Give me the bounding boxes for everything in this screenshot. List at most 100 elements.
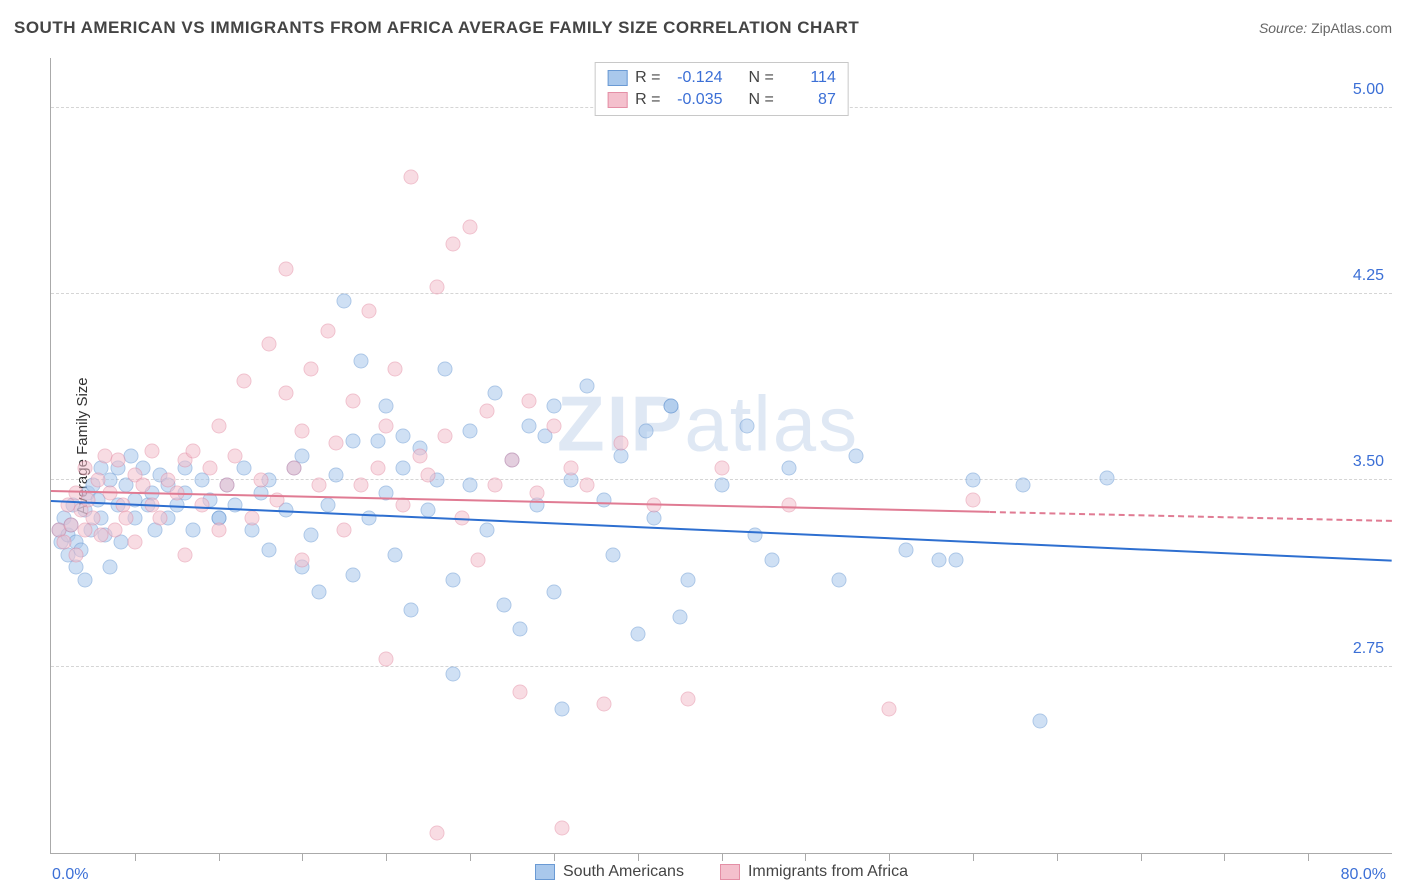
scatter-point (748, 528, 763, 543)
scatter-point (370, 433, 385, 448)
scatter-point (396, 428, 411, 443)
scatter-point (446, 237, 461, 252)
scatter-point (379, 418, 394, 433)
scatter-point (370, 460, 385, 475)
x-tick (302, 853, 303, 861)
scatter-point (178, 547, 193, 562)
scatter-point (287, 460, 302, 475)
scatter-point (354, 354, 369, 369)
x-tick (805, 853, 806, 861)
scatter-point (236, 460, 251, 475)
scatter-point (245, 510, 260, 525)
trend-line (990, 511, 1392, 522)
scatter-point (136, 478, 151, 493)
x-tick (1224, 853, 1225, 861)
scatter-point (295, 423, 310, 438)
plot-surface: ZIPatlas 2.753.504.255.00 (51, 58, 1392, 853)
legend-bottom: South Americans Immigrants from Africa (51, 863, 1392, 881)
legend-swatch-1 (535, 864, 555, 880)
scatter-point (194, 498, 209, 513)
scatter-point (555, 821, 570, 836)
scatter-point (639, 423, 654, 438)
scatter-point (127, 535, 142, 550)
scatter-point (261, 336, 276, 351)
scatter-point (714, 460, 729, 475)
scatter-point (203, 460, 218, 475)
n-label: N = (749, 69, 774, 87)
legend-label-2: Immigrants from Africa (748, 863, 908, 881)
x-tick (470, 853, 471, 861)
swatch-series-1 (607, 70, 627, 86)
scatter-point (387, 361, 402, 376)
n-value-2: 87 (782, 91, 836, 109)
scatter-point (312, 585, 327, 600)
scatter-point (488, 478, 503, 493)
r-label: R = (635, 91, 660, 109)
scatter-point (563, 460, 578, 475)
n-label: N = (749, 91, 774, 109)
scatter-point (90, 473, 105, 488)
scatter-point (80, 493, 95, 508)
scatter-point (345, 567, 360, 582)
x-axis-end-label: 80.0% (1341, 866, 1386, 884)
scatter-point (597, 493, 612, 508)
scatter-point (672, 609, 687, 624)
scatter-point (57, 535, 72, 550)
chart-title: SOUTH AMERICAN VS IMMIGRANTS FROM AFRICA… (14, 18, 859, 38)
watermark: ZIPatlas (557, 378, 859, 469)
scatter-point (521, 418, 536, 433)
legend-label-1: South Americans (563, 863, 684, 881)
scatter-point (387, 547, 402, 562)
r-value-2: -0.035 (669, 91, 723, 109)
scatter-point (437, 428, 452, 443)
scatter-point (597, 696, 612, 711)
y-tick-label: 5.00 (1353, 81, 1384, 99)
scatter-point (404, 602, 419, 617)
source-prefix: Source: (1259, 20, 1307, 36)
scatter-point (965, 473, 980, 488)
scatter-point (530, 485, 545, 500)
scatter-point (949, 552, 964, 567)
scatter-point (278, 262, 293, 277)
y-tick-label: 3.50 (1353, 453, 1384, 471)
scatter-point (848, 448, 863, 463)
scatter-point (664, 398, 679, 413)
scatter-point (337, 294, 352, 309)
scatter-point (354, 478, 369, 493)
x-tick (973, 853, 974, 861)
scatter-point (471, 552, 486, 567)
scatter-point (630, 627, 645, 642)
scatter-point (446, 572, 461, 587)
scatter-point (421, 503, 436, 518)
scatter-point (303, 361, 318, 376)
scatter-point (119, 510, 134, 525)
scatter-point (463, 478, 478, 493)
n-value-1: 114 (782, 69, 836, 87)
x-tick (638, 853, 639, 861)
scatter-point (496, 597, 511, 612)
x-axis-start-label: 0.0% (52, 866, 88, 884)
scatter-point (328, 436, 343, 451)
scatter-point (211, 523, 226, 538)
scatter-point (1016, 478, 1031, 493)
scatter-point (429, 279, 444, 294)
scatter-point (404, 170, 419, 185)
scatter-point (555, 701, 570, 716)
scatter-point (124, 448, 139, 463)
scatter-point (303, 528, 318, 543)
scatter-point (379, 398, 394, 413)
scatter-point (680, 572, 695, 587)
scatter-point (463, 219, 478, 234)
scatter-point (362, 304, 377, 319)
legend-swatch-2 (720, 864, 740, 880)
scatter-point (186, 443, 201, 458)
scatter-point (680, 691, 695, 706)
scatter-point (488, 386, 503, 401)
scatter-point (111, 453, 126, 468)
scatter-point (831, 572, 846, 587)
scatter-point (295, 552, 310, 567)
scatter-point (345, 393, 360, 408)
scatter-point (546, 585, 561, 600)
scatter-point (463, 423, 478, 438)
source-value: ZipAtlas.com (1311, 20, 1392, 36)
